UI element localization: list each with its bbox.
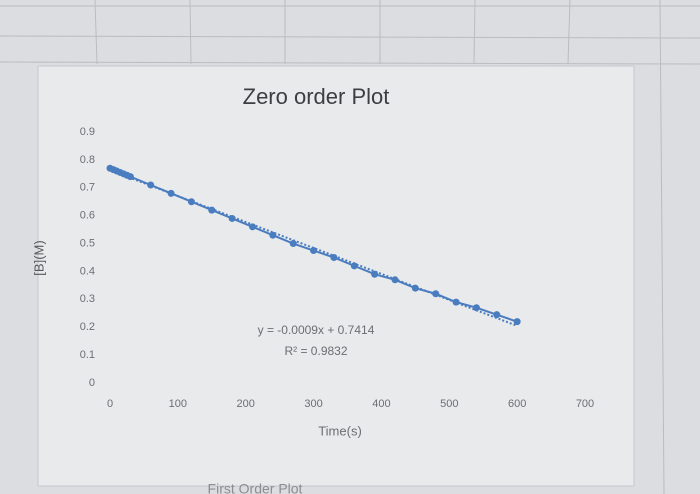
x-tick-label: 400 xyxy=(372,398,390,410)
point xyxy=(208,206,216,214)
point xyxy=(269,231,277,239)
point xyxy=(371,270,379,278)
point xyxy=(452,298,460,306)
equation: y = -0.0009x + 0.7414 xyxy=(258,323,375,337)
y-tick-label: 0.5 xyxy=(80,237,95,249)
x-tick-label: 500 xyxy=(440,398,458,410)
point xyxy=(126,173,134,181)
point xyxy=(167,189,175,197)
r-squared: R² = 0.9832 xyxy=(284,344,347,358)
x-tick-label: 600 xyxy=(508,398,526,410)
point xyxy=(513,318,521,326)
point xyxy=(432,290,440,298)
x-tick-label: 300 xyxy=(304,398,322,410)
y-tick-label: 0.7 xyxy=(80,182,95,194)
y-tick-label: 0.4 xyxy=(80,265,95,277)
point xyxy=(493,311,501,319)
point xyxy=(391,276,399,284)
y-tick-label: 0.9 xyxy=(80,126,95,138)
x-tick-label: 700 xyxy=(576,398,594,410)
y-tick-label: 0.1 xyxy=(80,349,95,361)
point xyxy=(411,284,419,292)
y-tick-label: 0.8 xyxy=(80,154,95,166)
point xyxy=(330,254,338,261)
x-tick-label: 200 xyxy=(237,398,255,410)
point xyxy=(228,214,236,222)
y-tick-label: 0.6 xyxy=(80,210,95,222)
x-tick-label: 100 xyxy=(169,398,187,410)
point xyxy=(350,262,358,270)
y-tick-label: 0.2 xyxy=(80,321,95,333)
y-tick-label: 0 xyxy=(89,377,95,389)
chart-title: Zero order Plot xyxy=(243,84,390,109)
point xyxy=(249,223,256,231)
x-tick-label: 0 xyxy=(107,398,113,410)
point xyxy=(187,198,195,206)
point xyxy=(310,247,318,255)
y-tick-label: 0.3 xyxy=(80,293,95,305)
y-axis-label: [B](M) xyxy=(31,240,46,275)
next-chart-title: First Order Plot xyxy=(208,481,303,494)
x-axis-label: Time(s) xyxy=(318,423,362,438)
point xyxy=(289,240,297,248)
point xyxy=(147,181,155,189)
chart-area xyxy=(37,65,635,487)
point xyxy=(472,304,480,312)
